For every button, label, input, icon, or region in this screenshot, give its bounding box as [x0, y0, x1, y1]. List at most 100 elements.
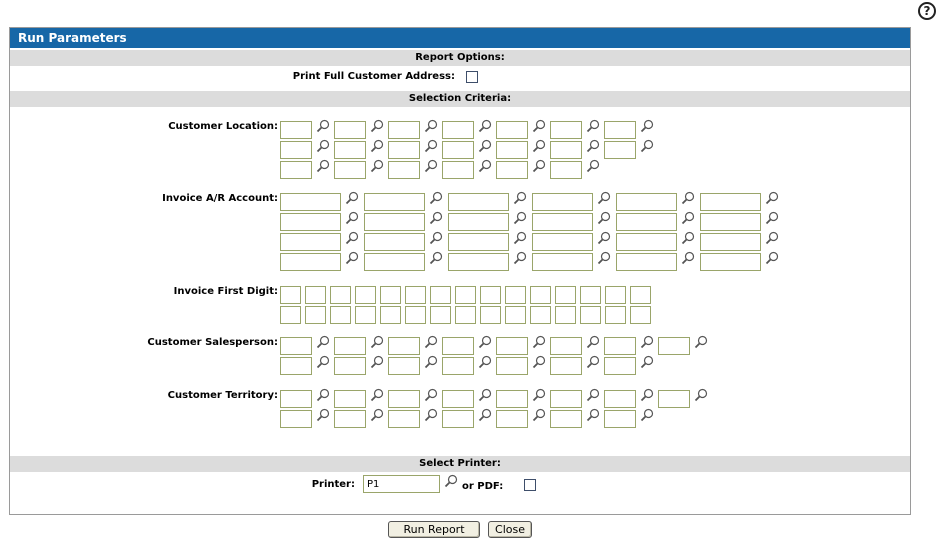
- customer-location-lookup-icon[interactable]: [640, 139, 654, 153]
- invoice-ar-account-lookup-icon[interactable]: [597, 191, 611, 205]
- invoice-first-digit-field[interactable]: [530, 286, 551, 304]
- customer-salesperson-field[interactable]: [334, 337, 366, 355]
- customer-salesperson-lookup-icon[interactable]: [532, 355, 546, 369]
- customer-location-lookup-icon[interactable]: [424, 119, 438, 133]
- customer-salesperson-lookup-icon[interactable]: [478, 335, 492, 349]
- customer-location-field[interactable]: [550, 121, 582, 139]
- customer-territory-lookup-icon[interactable]: [370, 388, 384, 402]
- customer-salesperson-lookup-icon[interactable]: [586, 335, 600, 349]
- invoice-ar-account-field[interactable]: [280, 193, 341, 211]
- invoice-first-digit-field[interactable]: [280, 286, 301, 304]
- customer-location-lookup-icon[interactable]: [370, 119, 384, 133]
- invoice-first-digit-field[interactable]: [455, 306, 476, 324]
- invoice-first-digit-field[interactable]: [355, 286, 376, 304]
- customer-salesperson-lookup-icon[interactable]: [370, 355, 384, 369]
- customer-location-lookup-icon[interactable]: [316, 159, 330, 173]
- customer-salesperson-field[interactable]: [550, 357, 582, 375]
- invoice-first-digit-field[interactable]: [355, 306, 376, 324]
- customer-territory-lookup-icon[interactable]: [586, 388, 600, 402]
- customer-territory-field[interactable]: [388, 410, 420, 428]
- invoice-ar-account-field[interactable]: [448, 233, 509, 251]
- invoice-first-digit-field[interactable]: [480, 306, 501, 324]
- customer-territory-lookup-icon[interactable]: [640, 388, 654, 402]
- invoice-ar-account-lookup-icon[interactable]: [681, 231, 695, 245]
- customer-location-lookup-icon[interactable]: [424, 159, 438, 173]
- customer-territory-lookup-icon[interactable]: [370, 408, 384, 422]
- invoice-ar-account-lookup-icon[interactable]: [765, 231, 779, 245]
- invoice-first-digit-field[interactable]: [580, 286, 601, 304]
- customer-salesperson-field[interactable]: [388, 337, 420, 355]
- invoice-ar-account-lookup-icon[interactable]: [681, 211, 695, 225]
- customer-location-lookup-icon[interactable]: [640, 119, 654, 133]
- invoice-first-digit-field[interactable]: [280, 306, 301, 324]
- customer-territory-field[interactable]: [550, 410, 582, 428]
- invoice-first-digit-field[interactable]: [305, 286, 326, 304]
- invoice-ar-account-lookup-icon[interactable]: [429, 251, 443, 265]
- customer-territory-field[interactable]: [442, 410, 474, 428]
- customer-location-field[interactable]: [280, 161, 312, 179]
- invoice-first-digit-field[interactable]: [580, 306, 601, 324]
- customer-salesperson-lookup-icon[interactable]: [640, 335, 654, 349]
- invoice-first-digit-field[interactable]: [505, 286, 526, 304]
- customer-salesperson-field[interactable]: [550, 337, 582, 355]
- invoice-first-digit-field[interactable]: [405, 306, 426, 324]
- invoice-ar-account-field[interactable]: [280, 253, 341, 271]
- invoice-first-digit-field[interactable]: [530, 306, 551, 324]
- customer-salesperson-field[interactable]: [604, 357, 636, 375]
- customer-salesperson-lookup-icon[interactable]: [532, 335, 546, 349]
- invoice-ar-account-field[interactable]: [364, 233, 425, 251]
- invoice-ar-account-field[interactable]: [616, 253, 677, 271]
- customer-salesperson-lookup-icon[interactable]: [424, 355, 438, 369]
- customer-salesperson-field[interactable]: [280, 357, 312, 375]
- invoice-first-digit-field[interactable]: [505, 306, 526, 324]
- customer-location-field[interactable]: [334, 121, 366, 139]
- invoice-ar-account-field[interactable]: [616, 193, 677, 211]
- invoice-first-digit-field[interactable]: [480, 286, 501, 304]
- customer-territory-lookup-icon[interactable]: [532, 388, 546, 402]
- customer-territory-lookup-icon[interactable]: [424, 408, 438, 422]
- invoice-ar-account-lookup-icon[interactable]: [429, 211, 443, 225]
- invoice-ar-account-field[interactable]: [280, 213, 341, 231]
- customer-territory-field[interactable]: [442, 390, 474, 408]
- customer-location-field[interactable]: [604, 121, 636, 139]
- invoice-ar-account-field[interactable]: [280, 233, 341, 251]
- invoice-ar-account-field[interactable]: [532, 193, 593, 211]
- customer-salesperson-field[interactable]: [442, 357, 474, 375]
- customer-location-field[interactable]: [442, 161, 474, 179]
- customer-location-field[interactable]: [550, 161, 582, 179]
- invoice-ar-account-field[interactable]: [616, 213, 677, 231]
- customer-location-lookup-icon[interactable]: [370, 159, 384, 173]
- invoice-first-digit-field[interactable]: [330, 286, 351, 304]
- customer-salesperson-field[interactable]: [496, 357, 528, 375]
- customer-location-field[interactable]: [280, 141, 312, 159]
- customer-location-field[interactable]: [388, 121, 420, 139]
- customer-location-lookup-icon[interactable]: [586, 119, 600, 133]
- customer-territory-field[interactable]: [280, 410, 312, 428]
- invoice-ar-account-field[interactable]: [532, 213, 593, 231]
- invoice-first-digit-field[interactable]: [380, 306, 401, 324]
- customer-territory-field[interactable]: [658, 390, 690, 408]
- invoice-ar-account-lookup-icon[interactable]: [345, 251, 359, 265]
- customer-location-lookup-icon[interactable]: [586, 139, 600, 153]
- invoice-first-digit-field[interactable]: [380, 286, 401, 304]
- invoice-ar-account-field[interactable]: [700, 193, 761, 211]
- invoice-ar-account-lookup-icon[interactable]: [513, 211, 527, 225]
- customer-location-lookup-icon[interactable]: [478, 159, 492, 173]
- customer-location-field[interactable]: [334, 161, 366, 179]
- customer-location-lookup-icon[interactable]: [586, 159, 600, 173]
- customer-territory-field[interactable]: [388, 390, 420, 408]
- run-report-button[interactable]: Run Report: [388, 521, 480, 538]
- customer-location-lookup-icon[interactable]: [370, 139, 384, 153]
- customer-location-field[interactable]: [280, 121, 312, 139]
- invoice-ar-account-field[interactable]: [448, 213, 509, 231]
- customer-location-lookup-icon[interactable]: [478, 119, 492, 133]
- invoice-first-digit-field[interactable]: [555, 306, 576, 324]
- invoice-first-digit-field[interactable]: [405, 286, 426, 304]
- invoice-ar-account-field[interactable]: [448, 193, 509, 211]
- printer-input[interactable]: [363, 475, 440, 493]
- customer-salesperson-field[interactable]: [388, 357, 420, 375]
- customer-location-field[interactable]: [496, 141, 528, 159]
- invoice-ar-account-lookup-icon[interactable]: [513, 191, 527, 205]
- customer-territory-lookup-icon[interactable]: [478, 408, 492, 422]
- customer-location-lookup-icon[interactable]: [424, 139, 438, 153]
